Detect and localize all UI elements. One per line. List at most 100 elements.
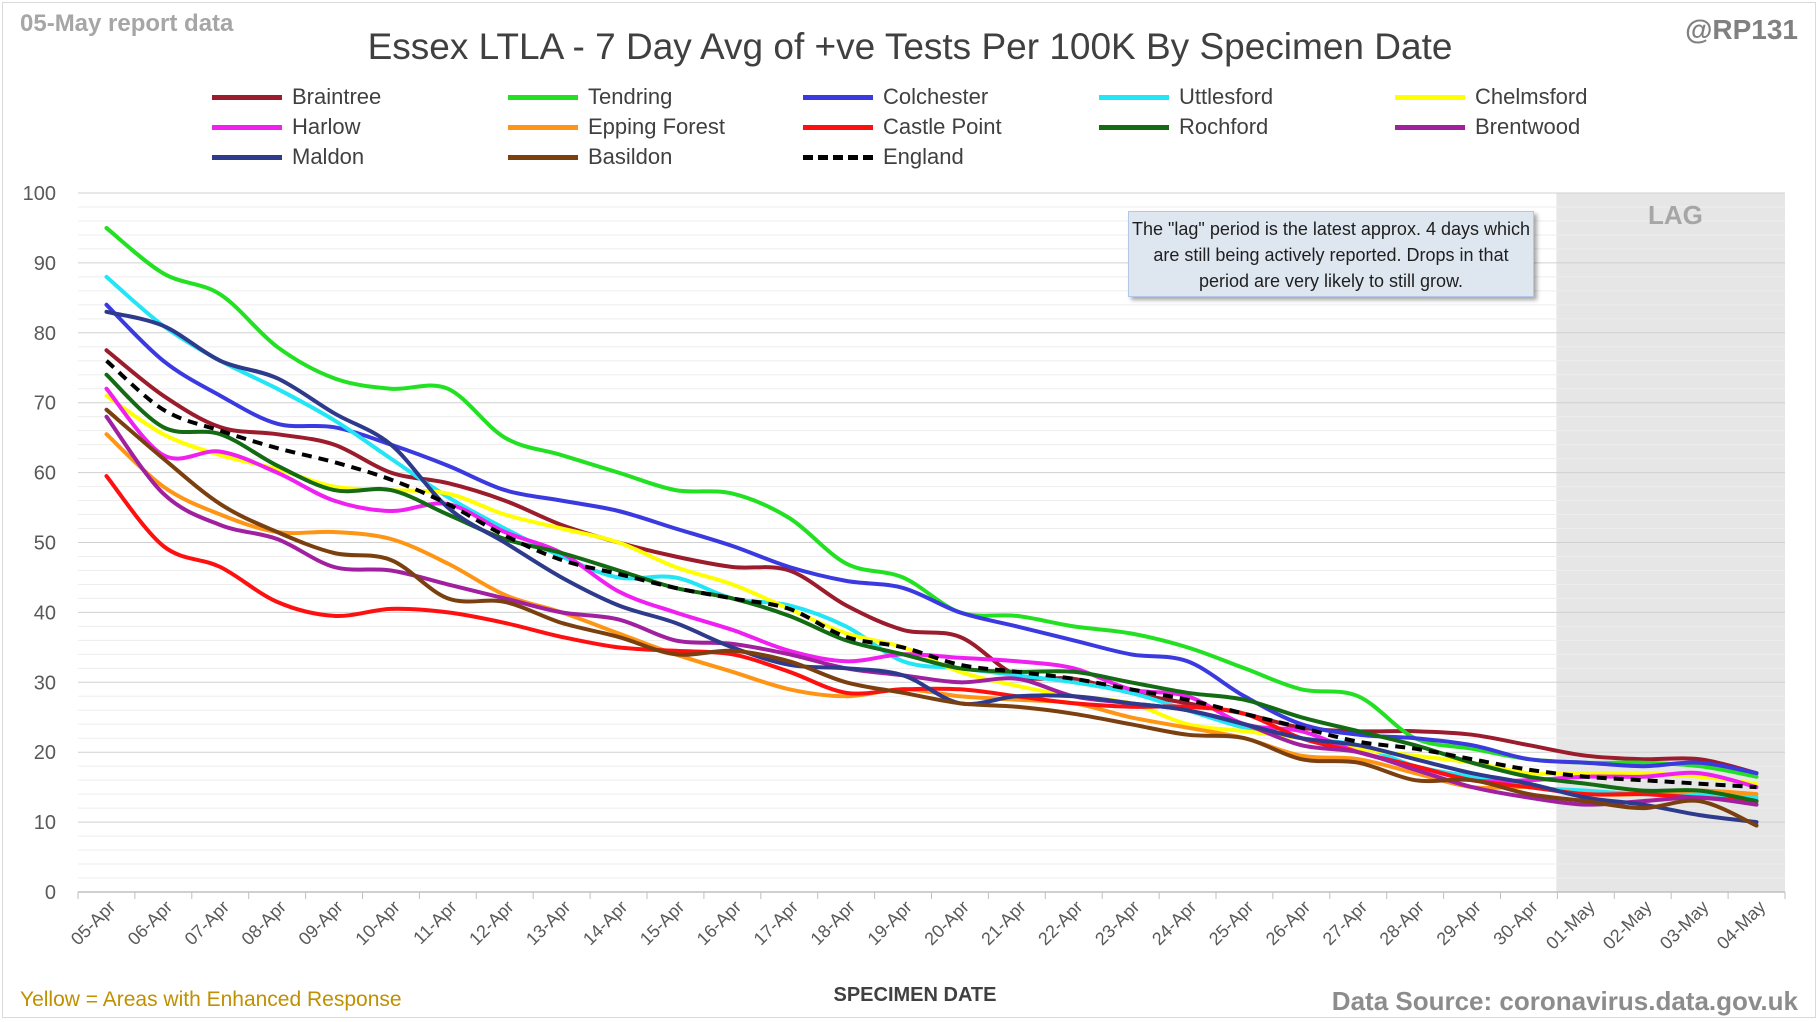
x-tick-label: 12-Apr — [465, 897, 517, 949]
legend-item: Uttlesford — [1099, 82, 1273, 112]
legend-swatch — [1099, 94, 1169, 100]
series-line-maldon — [104, 309, 1759, 825]
series-line-braintree — [104, 348, 1759, 776]
y-tick-label: 40 — [34, 602, 56, 624]
legend-swatch — [1099, 124, 1169, 130]
x-tick-label: 06-Apr — [124, 897, 176, 949]
legend-swatch — [212, 94, 282, 100]
legend-item: Castle Point — [803, 112, 1002, 142]
y-tick-label: 60 — [34, 463, 56, 485]
y-tick-label: 80 — [34, 323, 56, 345]
series-line-tendring — [104, 226, 1759, 779]
legend-item: Rochford — [1099, 112, 1268, 142]
x-tick-label: 07-Apr — [181, 897, 233, 949]
x-tick-label: 18-Apr — [807, 897, 859, 949]
legend-swatch — [508, 154, 578, 160]
x-tick-label: 20-Apr — [920, 897, 972, 949]
x-tick-label: 03-May — [1656, 897, 1713, 954]
y-tick-label: 90 — [34, 253, 56, 275]
report-date: 05-May report data — [20, 10, 234, 37]
legend-label: Basildon — [588, 144, 673, 169]
x-tick-label: 17-Apr — [750, 897, 802, 949]
legend-label: Chelmsford — [1475, 84, 1588, 109]
legend-swatch — [1395, 94, 1465, 100]
legend-item: Harlow — [212, 112, 360, 142]
x-tick-label: 21-Apr — [977, 897, 1029, 949]
legend-swatch — [803, 154, 873, 160]
legend-item: Colchester — [803, 82, 988, 112]
series-line-england — [105, 359, 1757, 790]
y-tick-label: 30 — [34, 672, 56, 694]
x-tick-label: 29-Apr — [1433, 897, 1485, 949]
y-tick-label: 20 — [34, 742, 56, 764]
x-tick-label: 09-Apr — [295, 897, 347, 949]
legend-label: Braintree — [292, 84, 382, 109]
x-tick-label: 04-May — [1713, 897, 1770, 954]
series-line-uttlesford — [104, 274, 1759, 800]
legend-item: England — [803, 142, 964, 172]
author-handle: @RP131 — [1685, 14, 1798, 45]
legend-item: Basildon — [508, 142, 672, 172]
y-tick-label: 10 — [34, 812, 56, 834]
legend-swatch — [803, 124, 873, 130]
x-tick-label: 16-Apr — [693, 897, 745, 949]
legend-label: Castle Point — [883, 114, 1002, 139]
y-tick-label: 70 — [34, 393, 56, 415]
x-tick-label: 22-Apr — [1034, 897, 1086, 949]
x-tick-label: 30-Apr — [1489, 897, 1541, 949]
legend-swatch — [1395, 124, 1465, 130]
x-axis-title: SPECIMEN DATE — [833, 984, 997, 1006]
legend-swatch — [508, 94, 578, 100]
legend-swatch — [803, 94, 873, 100]
legend-label: Maldon — [292, 144, 365, 169]
series-line-harlow — [104, 386, 1759, 790]
series-line-colchester — [104, 302, 1759, 776]
legend-item: Epping Forest — [508, 112, 725, 142]
legend-label: Uttlesford — [1179, 84, 1274, 109]
x-tick-label: 11-Apr — [409, 897, 460, 948]
lag-label: LAG — [1648, 200, 1703, 230]
x-tick-label: 24-Apr — [1148, 897, 1200, 949]
enhanced-response-note: Yellow = Areas with Enhanced Response — [20, 988, 402, 1011]
legend-item: Tendring — [508, 82, 672, 112]
legend-item: Brentwood — [1395, 112, 1580, 142]
x-tick-label: 02-May — [1599, 897, 1656, 954]
x-tick-label: 05-Apr — [67, 897, 119, 949]
legend-item: Chelmsford — [1395, 82, 1587, 112]
x-tick-label: 08-Apr — [238, 897, 290, 949]
chart-legend: Braintree Tendring Colchester Uttlesford Che… — [212, 82, 1642, 178]
legend-swatch — [212, 124, 282, 130]
x-tick-label: 13-Apr — [522, 897, 574, 949]
legend-label: Tendring — [588, 84, 673, 109]
x-tick-label: 10-Apr — [351, 897, 403, 949]
legend-label: Rochford — [1179, 114, 1269, 139]
x-tick-label: 27-Apr — [1319, 897, 1371, 949]
series-line-basildon — [104, 407, 1759, 828]
legend-label: Brentwood — [1475, 114, 1581, 139]
legend-item: Maldon — [212, 142, 364, 172]
series-line-brentwood — [104, 414, 1759, 807]
x-tick-label: 01-May — [1542, 897, 1599, 954]
series-line-rochford — [104, 372, 1759, 804]
x-tick-label: 15-Apr — [636, 897, 688, 949]
x-tick-label: 26-Apr — [1262, 897, 1314, 949]
legend-label: England — [883, 144, 964, 169]
y-tick-label: 50 — [34, 533, 56, 555]
chart-title: Essex LTLA - 7 Day Avg of +ve Tests Per … — [367, 26, 1453, 67]
x-tick-label: 19-Apr — [864, 897, 916, 949]
legend-label: Epping Forest — [588, 114, 725, 139]
legend-swatch — [508, 124, 578, 130]
legend-label: Colchester — [883, 84, 989, 109]
y-tick-label: 0 — [45, 882, 56, 904]
x-tick-label: 28-Apr — [1376, 897, 1428, 949]
legend-item: Braintree — [212, 82, 381, 112]
y-tick-label: 100 — [23, 183, 56, 205]
lag-note: The "lag" period is the latest approx. 4… — [1128, 211, 1534, 297]
x-tick-label: 25-Apr — [1205, 897, 1257, 949]
legend-label: Harlow — [292, 114, 361, 139]
x-tick-label: 23-Apr — [1091, 897, 1143, 949]
legend-swatch — [212, 154, 282, 160]
data-source: Data Source: coronavirus.data.gov.uk — [1331, 986, 1798, 1016]
